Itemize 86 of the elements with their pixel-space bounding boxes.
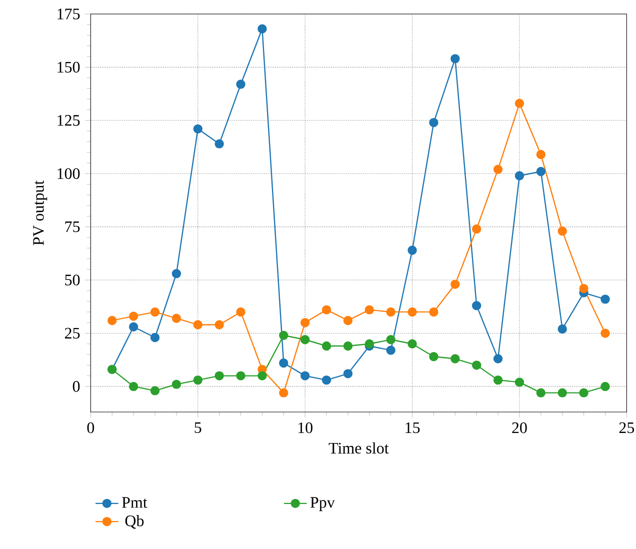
- y-tick-label: 125: [58, 115, 80, 126]
- point: [536, 388, 546, 398]
- point: [172, 269, 182, 278]
- point: [108, 316, 117, 326]
- point: [514, 98, 524, 108]
- point: [150, 386, 160, 396]
- y-tick-label: 25: [64, 328, 80, 339]
- point: [558, 388, 567, 398]
- point: [279, 330, 288, 340]
- point: [600, 382, 610, 392]
- point: [214, 371, 224, 380]
- point: [364, 305, 374, 314]
- point: [408, 339, 417, 348]
- point: [214, 139, 224, 148]
- legend-label: Qb: [125, 514, 144, 529]
- point: [450, 280, 460, 289]
- point: [472, 360, 482, 370]
- point: [128, 312, 138, 321]
- point: [386, 335, 396, 344]
- point: [408, 307, 417, 317]
- y-tick-label: 50: [65, 274, 80, 286]
- point: [193, 375, 202, 385]
- point: [236, 80, 246, 89]
- y-tick-label: 75: [65, 222, 80, 232]
- point: [343, 316, 353, 326]
- point: [429, 118, 438, 128]
- point: [450, 54, 460, 64]
- point: [493, 354, 503, 364]
- y-tick-label: 150: [58, 62, 80, 73]
- point: [300, 318, 310, 328]
- point: [536, 166, 546, 176]
- x-tick-label: 0: [87, 422, 94, 434]
- x-tick-label: 5: [194, 422, 202, 434]
- point: [258, 24, 267, 34]
- legend-label: Ppv: [310, 497, 335, 512]
- point: [429, 307, 438, 317]
- y-tick-label: 0: [72, 381, 80, 392]
- point: [364, 339, 374, 348]
- point: [193, 320, 202, 330]
- point: [600, 328, 610, 338]
- x-axis-title: Time slot: [328, 442, 389, 454]
- point: [386, 307, 396, 317]
- point: [279, 388, 288, 398]
- point: [429, 352, 438, 362]
- point: [322, 341, 332, 351]
- point: [579, 388, 588, 398]
- point: [472, 300, 482, 310]
- point: [236, 307, 246, 317]
- point: [128, 322, 138, 332]
- y-tick-label: 175: [58, 8, 80, 20]
- point: [300, 371, 310, 380]
- x-tick-label: 10: [298, 422, 312, 434]
- point: [172, 314, 182, 323]
- x-tick-label: 20: [512, 422, 527, 434]
- x-tick-label: 15: [406, 422, 420, 434]
- y-tick-label: 100: [58, 168, 80, 180]
- point: [493, 164, 503, 174]
- point: [193, 124, 202, 134]
- point: [408, 246, 417, 255]
- point: [558, 324, 567, 334]
- point: [150, 332, 160, 342]
- point: [558, 226, 567, 236]
- legend-label: Pmt: [122, 497, 148, 508]
- point: [472, 224, 482, 234]
- point: [600, 294, 610, 304]
- point: [128, 382, 138, 392]
- point: [172, 380, 182, 389]
- point: [579, 284, 588, 294]
- point: [514, 378, 524, 387]
- point: [279, 358, 288, 368]
- point: [343, 369, 353, 378]
- y-axis-title: PV output: [33, 180, 48, 246]
- point: [150, 307, 160, 317]
- point: [450, 354, 460, 364]
- point: [322, 375, 332, 385]
- point: [214, 320, 224, 330]
- x-tick-label: 25: [619, 422, 634, 434]
- point: [493, 375, 503, 385]
- point: [536, 150, 546, 160]
- point: [343, 341, 353, 351]
- point: [322, 305, 332, 314]
- point: [514, 171, 524, 180]
- point: [386, 346, 396, 355]
- point: [258, 371, 267, 380]
- point: [236, 371, 246, 380]
- point: [300, 335, 310, 344]
